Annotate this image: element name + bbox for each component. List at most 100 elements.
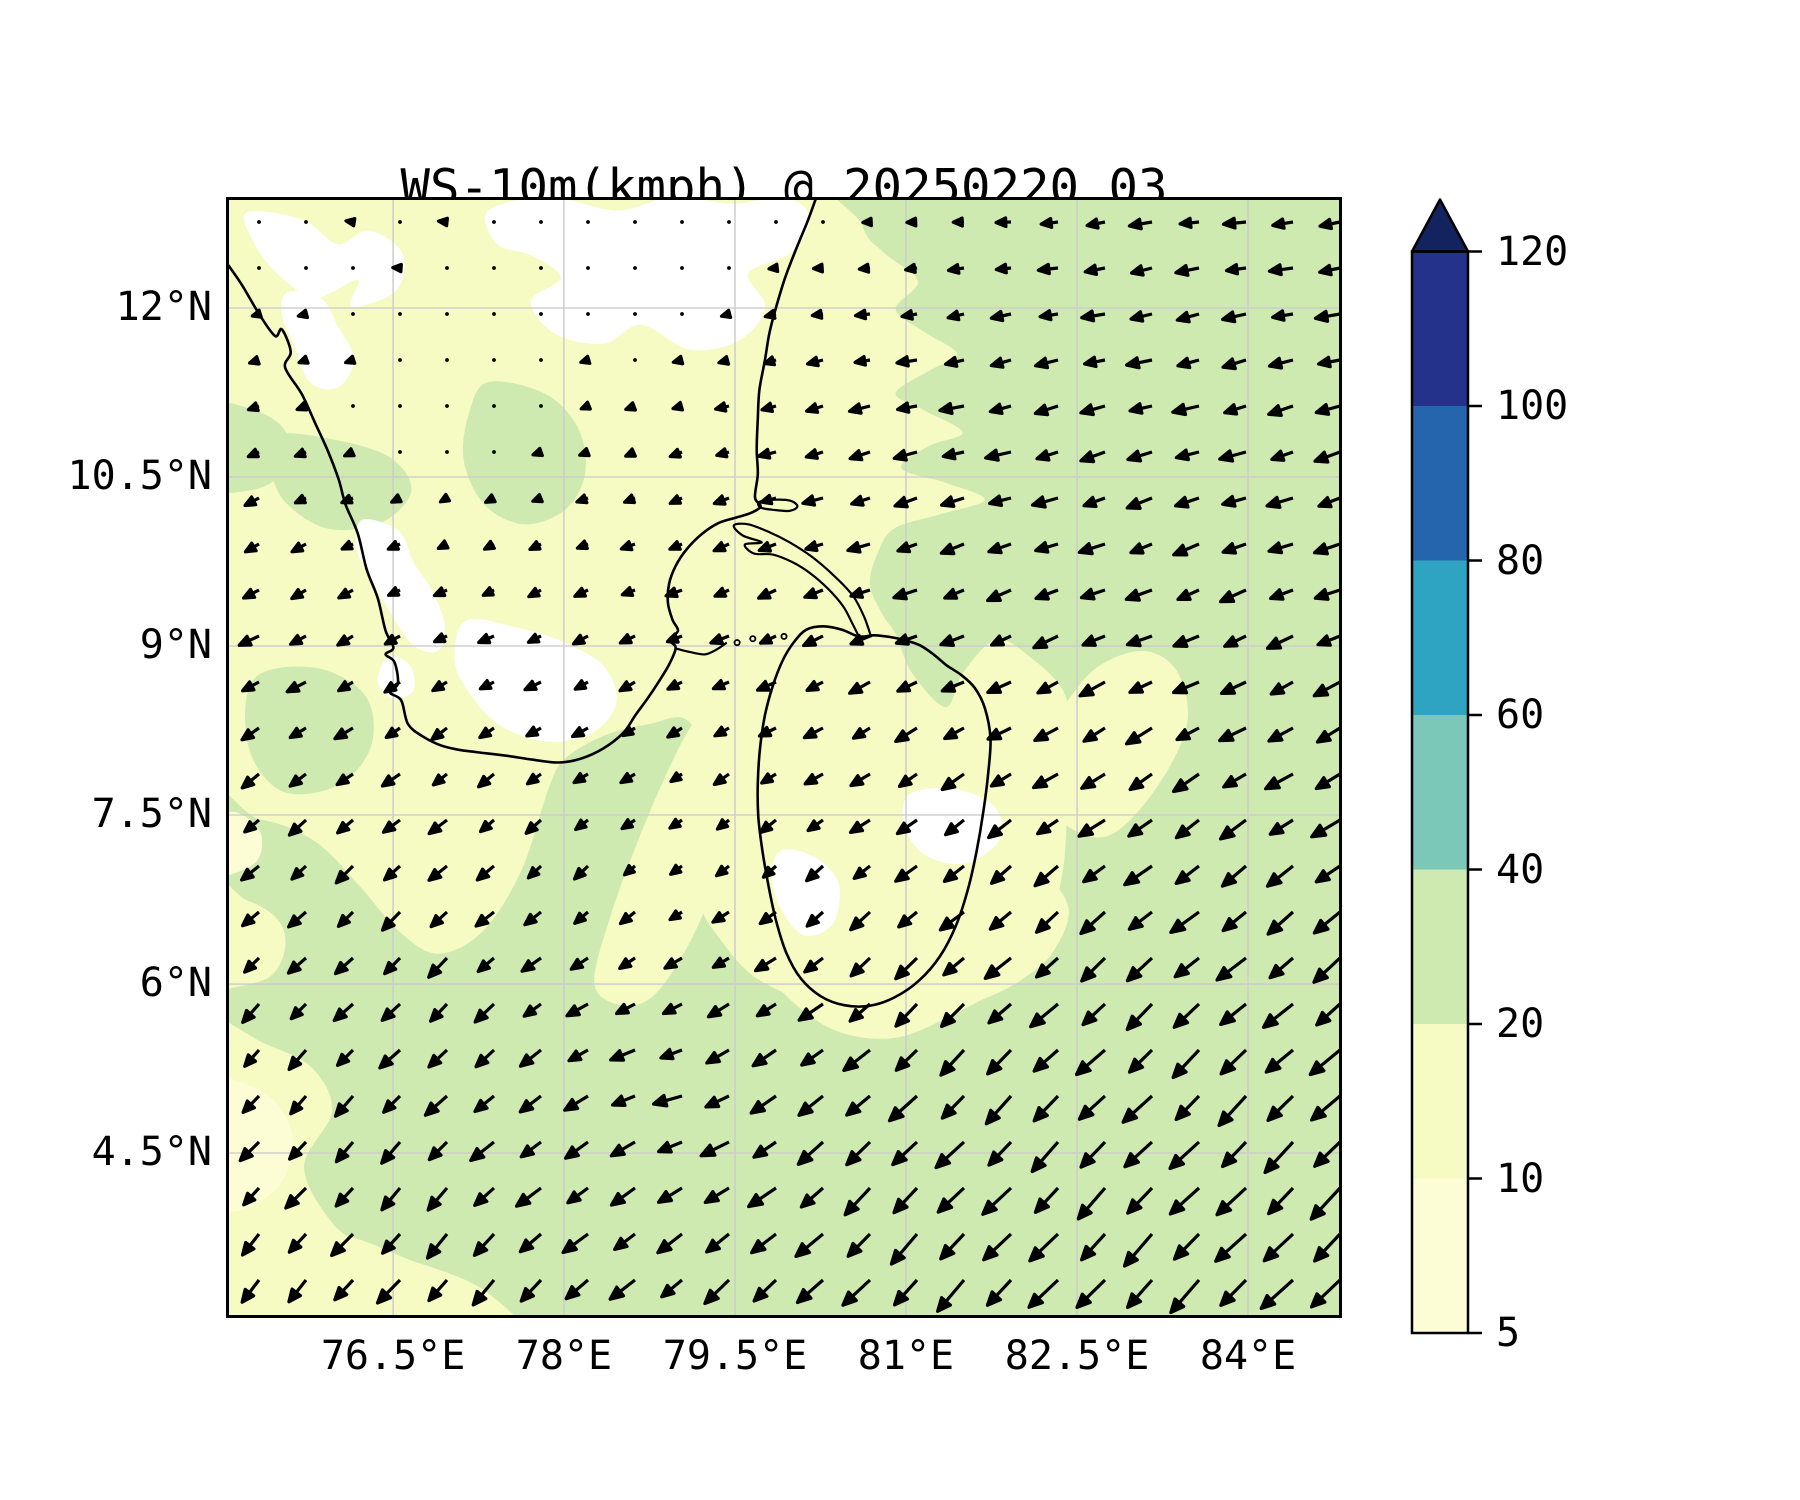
wind-arrow: [336, 818, 355, 835]
wind-arrow: [523, 910, 542, 927]
wind-arrow: [237, 634, 260, 647]
wind-arrow: [761, 864, 778, 879]
wind-arrow: [1222, 772, 1247, 789]
wind-arrow: [1033, 403, 1059, 417]
wind-arrow: [799, 1186, 825, 1209]
wind-arrow: [711, 956, 730, 969]
wind-arrow: [579, 400, 592, 411]
wind-arrow: [383, 633, 401, 646]
wind-arrow: [759, 493, 777, 506]
wind-arrow: [613, 1232, 636, 1251]
wind-arrow: [246, 401, 260, 413]
colorbar-outline: [1410, 250, 1470, 1335]
wind-arrow: [988, 910, 1013, 931]
wind-arrow: [1033, 864, 1060, 888]
wind-arrow: [1125, 496, 1153, 510]
wind-arrow: [805, 402, 824, 414]
colorbar-segment: [1412, 715, 1468, 870]
wind-arrow: [1223, 634, 1247, 648]
wind-arrow: [802, 726, 824, 740]
wind-arrow: [519, 1278, 543, 1303]
wind-arrow: [938, 910, 965, 932]
wind-arrow: [482, 539, 496, 551]
wind-arrow: [1271, 309, 1294, 322]
contour-region-yellow-west-of-lanka: [594, 692, 747, 1006]
wind-arrow-calm: [492, 312, 496, 316]
wind-arrow: [287, 1048, 308, 1071]
wind-arrow: [618, 680, 636, 693]
wind-arrow: [531, 446, 544, 458]
wind-arrow: [1215, 956, 1247, 982]
wind-arrow: [753, 956, 777, 973]
wind-arrow: [1129, 310, 1153, 323]
wind-arrow: [473, 1002, 496, 1024]
wind-arrow: [711, 679, 730, 691]
wind-arrow: [618, 633, 636, 645]
wind-arrow: [848, 1002, 872, 1023]
wind-arrow: [518, 1048, 542, 1068]
wind-arrow-calm: [398, 404, 402, 408]
wind-arrow: [671, 354, 685, 366]
wind-arrow: [1030, 495, 1059, 509]
wind-arrow: [620, 586, 636, 597]
x-tick-label: 84°E: [1199, 1333, 1297, 1379]
wind-arrow: [527, 586, 542, 599]
wind-arrow: [1270, 449, 1294, 462]
wind-arrow: [896, 680, 918, 693]
wind-arrow: [704, 1094, 730, 1109]
wind-arrow: [478, 726, 495, 740]
wind-arrow: [1263, 1140, 1295, 1175]
wind-arrow: [1079, 587, 1106, 601]
wind-arrow: [1313, 1232, 1342, 1263]
wind-arrow: [941, 447, 965, 461]
wind-arrow: [1082, 864, 1106, 884]
map-canvas: [226, 197, 1342, 1318]
wind-arrow: [887, 1094, 919, 1123]
wind-arrow: [525, 725, 542, 738]
wind-arrow: [934, 1140, 966, 1170]
wind-arrow: [758, 633, 777, 645]
wind-arrow: [796, 1140, 825, 1166]
wind-arrow: [519, 1140, 542, 1159]
wind-arrow: [242, 587, 260, 600]
wind-arrow: [893, 495, 918, 509]
wind-arrow: [1312, 542, 1341, 556]
wind-arrow: [476, 772, 496, 789]
wind-arrow: [1176, 356, 1200, 370]
wind-arrow: [425, 1232, 449, 1260]
wind-arrow: [985, 1278, 1013, 1307]
wind-arrow: [763, 309, 777, 320]
wind-arrow: [939, 1232, 966, 1261]
contour-fills: [226, 197, 1342, 1318]
wind-arrow: [564, 1278, 590, 1301]
wind-arrow: [1127, 217, 1153, 231]
wind-arrow: [849, 772, 871, 788]
wind-arrow: [287, 910, 308, 929]
wind-arrow: [333, 1094, 355, 1118]
wind-arrow: [939, 542, 965, 556]
wind-arrow-calm: [304, 266, 308, 270]
wind-arrow: [333, 726, 354, 741]
wind-arrow: [334, 1186, 355, 1208]
wind-arrow: [983, 956, 1012, 980]
wind-arrow: [528, 540, 542, 551]
wind-arrow: [343, 447, 356, 458]
wind-arrow: [382, 1094, 402, 1114]
wind-arrow: [1218, 449, 1247, 463]
wind-arrow: [286, 956, 308, 975]
wind-arrow-calm: [821, 220, 825, 224]
wind-arrow: [476, 956, 496, 974]
wind-arrow: [853, 308, 871, 321]
adams-bridge-islet: [733, 639, 741, 647]
wind-arrow-calm: [633, 220, 637, 224]
wind-arrow: [477, 632, 495, 645]
wind-arrow: [1269, 680, 1294, 696]
wind-arrow: [1219, 680, 1247, 695]
wind-arrow: [427, 956, 449, 979]
wind-arrow: [939, 1002, 966, 1029]
wind-arrow: [334, 864, 355, 885]
x-tick-label: 78°E: [515, 1333, 613, 1379]
wind-arrow: [1214, 1232, 1248, 1263]
wind-arrow: [431, 772, 448, 787]
wind-arrow: [1034, 541, 1059, 554]
